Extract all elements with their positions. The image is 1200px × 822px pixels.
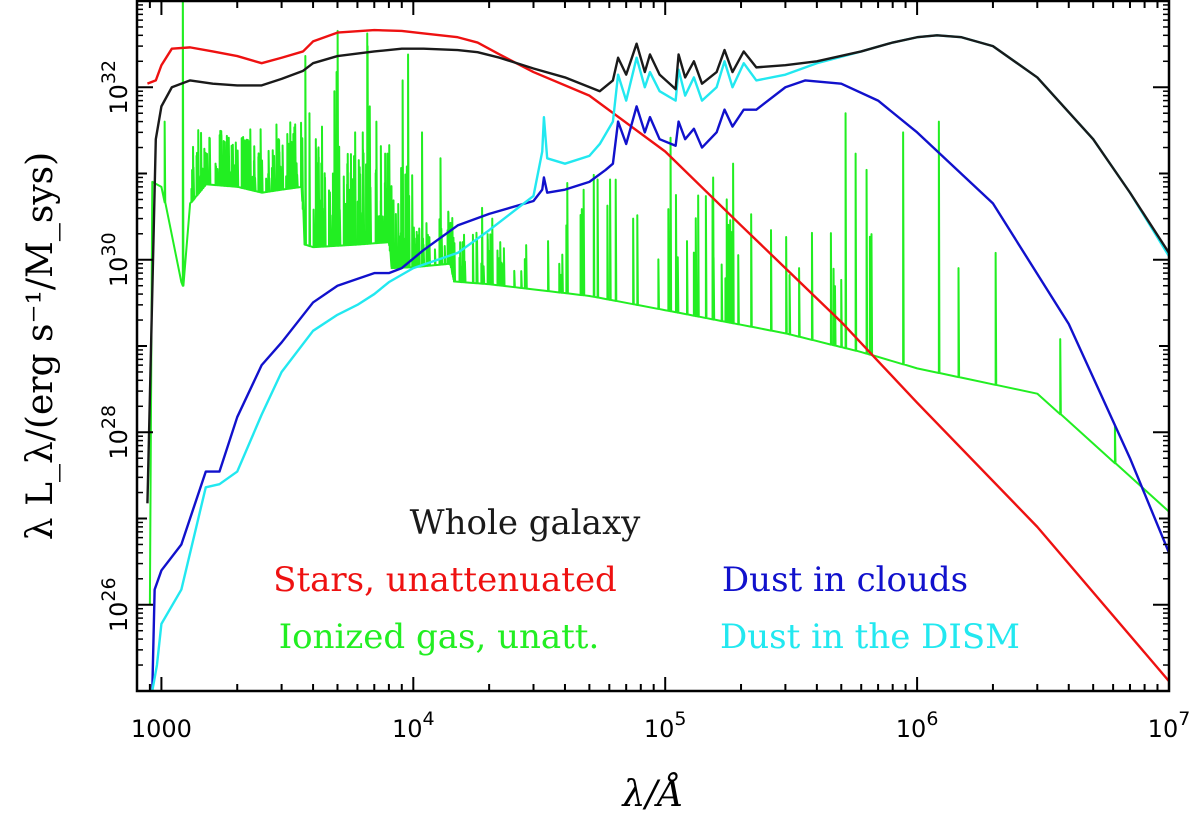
x-tick-label: 107 <box>1148 708 1191 743</box>
x-tick-label: 105 <box>644 708 687 743</box>
y-tick-label: 1028 <box>98 405 133 460</box>
y-tick-label: 1032 <box>98 60 133 115</box>
legend-entry: Ionized gas, unatt. <box>279 617 600 657</box>
y-tick-label: 1030 <box>98 232 133 287</box>
series-line-3 <box>151 79 1169 691</box>
legend: Whole galaxy Stars, unattenuated Dust in c… <box>273 503 1020 657</box>
series-line-2 <box>148 1 1169 605</box>
x-tick-label: 1000 <box>131 715 192 743</box>
tick-layer <box>136 0 1170 692</box>
legend-entry: Whole galaxy <box>410 503 641 543</box>
legend-entry: Dust in clouds <box>722 560 968 600</box>
tick-label-layer: 1000 104 105 106 107 1026 1028 1030 1032 <box>98 60 1190 743</box>
y-tick-label: 1026 <box>98 577 133 632</box>
series-line-0 <box>146 28 1169 682</box>
series-line-1 <box>146 34 1169 504</box>
series-layer <box>146 1 1169 691</box>
x-tick-label: 106 <box>896 708 939 743</box>
y-axis-label: λ L_λ/(erg s⁻¹/M_sys) <box>20 152 61 540</box>
legend-entry: Stars, unattenuated <box>273 560 617 600</box>
x-axis-label: λ/Å <box>621 773 684 815</box>
x-tick-label: 104 <box>392 708 435 743</box>
legend-entry: Dust in the DISM <box>720 617 1020 657</box>
